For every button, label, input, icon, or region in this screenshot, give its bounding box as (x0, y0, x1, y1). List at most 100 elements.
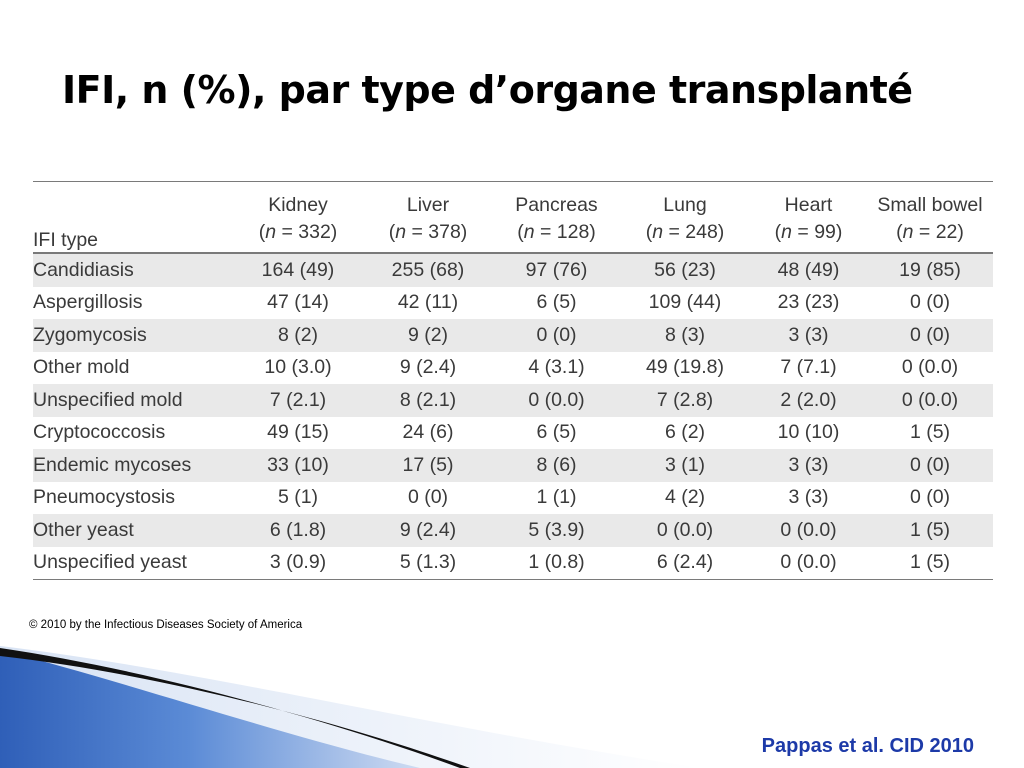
cell: 48 (49) (777, 258, 840, 281)
cell: 8 (2) (277, 323, 319, 346)
cell: 5 (1) (277, 486, 319, 509)
cell: 6 (5) (536, 421, 577, 444)
header-heart: Heart (n = 99) (750, 182, 867, 254)
header-name: Liver (406, 194, 450, 216)
header-pancreas: Pancreas (n = 128) (493, 182, 620, 254)
cell: 1 (1) (536, 486, 577, 509)
cell: 1 (0.8) (528, 551, 585, 574)
cell: 23 (23) (777, 291, 840, 314)
cell: 5 (3.9) (528, 518, 585, 541)
table-row: Unspecified mold 7 (2.1) 8 (2.1) 0 (0.0)… (33, 384, 993, 417)
row-label: Cryptococcosis (33, 421, 166, 444)
cell: 1 (5) (909, 421, 951, 444)
table-row: Endemic mycoses 33 (10) 17 (5) 8 (6) 3 (… (33, 449, 993, 482)
table-row: Other mold 10 (3.0) 9 (2.4) 4 (3.1) 49 (… (33, 352, 993, 385)
decorative-swoosh (0, 646, 700, 768)
header-name: Pancreas (515, 194, 598, 216)
header-ifi-type: IFI type (33, 229, 99, 251)
cell: 8 (6) (536, 453, 577, 476)
cell: 6 (2) (664, 421, 706, 444)
cell: 9 (2.4) (399, 518, 457, 541)
cell: 97 (76) (525, 258, 588, 281)
cell: 3 (3) (788, 323, 829, 346)
ifi-table-container: IFI type Kidney (n = 332) Liver (n = 378… (33, 181, 993, 580)
cell: 7 (2.8) (656, 388, 714, 411)
table-row: Zygomycosis 8 (2) 9 (2) 0 (0) 8 (3) 3 (3… (33, 319, 993, 352)
cell: 24 (6) (402, 421, 454, 444)
header-n: (n = 128) (517, 221, 596, 243)
header-name: Kidney (268, 194, 328, 216)
cell: 1 (5) (909, 551, 951, 574)
row-label: Zygomycosis (33, 323, 147, 346)
ifi-table: IFI type Kidney (n = 332) Liver (n = 378… (33, 181, 993, 580)
row-label: Candidiasis (33, 258, 134, 281)
cell: 47 (14) (267, 291, 329, 314)
cell: 3 (1) (664, 453, 706, 476)
cell: 2 (2.0) (780, 388, 837, 411)
slide-title: IFI, n (%), par type d’organe transplant… (62, 68, 913, 112)
cell: 0 (0.0) (656, 518, 714, 541)
cell: 8 (2.1) (399, 388, 457, 411)
cell: 10 (3.0) (264, 356, 332, 379)
cell: 7 (7.1) (780, 356, 837, 379)
cell: 3 (3) (788, 453, 829, 476)
table-row: Candidiasis 164 (49) 255 (68) 97 (76) 56… (33, 253, 993, 287)
row-label: Endemic mycoses (33, 453, 192, 476)
cell: 4 (3.1) (528, 356, 585, 379)
row-label: Pneumocystosis (33, 486, 175, 509)
header-name: Lung (663, 194, 707, 216)
cell: 0 (0) (909, 486, 951, 509)
cell: 42 (11) (397, 291, 459, 314)
header-n: (n = 99) (774, 221, 843, 243)
cell: 49 (19.8) (645, 356, 725, 379)
cell: 0 (0) (909, 323, 951, 346)
cell: 164 (49) (261, 258, 335, 281)
cell: 0 (0) (536, 323, 577, 346)
cell: 9 (2) (407, 323, 449, 346)
cell: 17 (5) (402, 453, 454, 476)
cell: 3 (0.9) (269, 551, 327, 574)
cell: 3 (3) (788, 486, 829, 509)
row-label: Unspecified mold (33, 388, 183, 411)
table-header-row: IFI type Kidney (n = 332) Liver (n = 378… (33, 181, 993, 254)
cell: 0 (0.0) (901, 356, 959, 379)
cell: 56 (23) (654, 258, 716, 281)
header-n: (n = 248) (645, 221, 725, 243)
table-row: Cryptococcosis 49 (15) 24 (6) 6 (5) 6 (2… (33, 417, 993, 450)
cell: 6 (2.4) (656, 551, 714, 574)
cell: 0 (0) (909, 291, 951, 314)
header-kidney: Kidney (n = 332) (233, 182, 363, 254)
cell: 6 (5) (536, 291, 577, 314)
header-n: (n = 378) (388, 221, 468, 243)
cell: 109 (44) (648, 291, 722, 314)
cell: 19 (85) (899, 258, 961, 281)
citation: Pappas et al. CID 2010 (761, 735, 974, 757)
cell: 10 (10) (777, 421, 840, 444)
cell: 49 (15) (267, 421, 329, 444)
row-label: Aspergillosis (33, 291, 143, 314)
cell: 0 (0.0) (901, 388, 959, 411)
copyright-footnote: © 2010 by the Infectious Diseases Societ… (29, 619, 303, 631)
table-body: Candidiasis 164 (49) 255 (68) 97 (76) 56… (33, 253, 993, 580)
cell: 1 (5) (909, 518, 951, 541)
cell: 5 (1.3) (399, 551, 457, 574)
header-liver: Liver (n = 378) (363, 182, 493, 254)
row-label: Other yeast (33, 518, 134, 541)
cell: 0 (0) (407, 486, 449, 509)
cell: 255 (68) (391, 258, 465, 281)
table-row: Unspecified yeast 3 (0.9) 5 (1.3) 1 (0.8… (33, 547, 993, 580)
swoosh-dark-stroke (0, 648, 470, 768)
cell: 0 (0.0) (780, 518, 837, 541)
cell: 9 (2.4) (399, 356, 457, 379)
row-label: Unspecified yeast (33, 551, 187, 574)
header-name: Heart (784, 194, 833, 216)
row-label: Other mold (33, 356, 130, 379)
swoosh-blue-band (0, 650, 420, 768)
cell: 0 (0.0) (528, 388, 585, 411)
header-n: (n = 332) (258, 221, 338, 243)
table-row: Other yeast 6 (1.8) 9 (2.4) 5 (3.9) 0 (0… (33, 514, 993, 547)
cell: 4 (2) (664, 486, 706, 509)
table-row: Aspergillosis 47 (14) 42 (11) 6 (5) 109 … (33, 287, 993, 320)
cell: 8 (3) (664, 323, 706, 346)
header-n: (n = 22) (896, 221, 964, 243)
